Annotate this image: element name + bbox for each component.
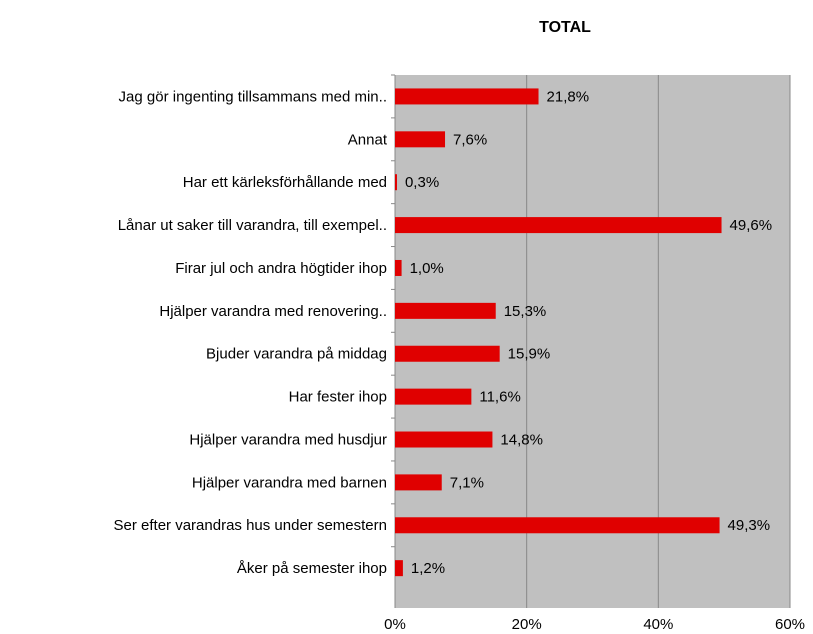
bar xyxy=(395,131,446,148)
y-tick-label: Hjälper varandra med husdjur xyxy=(189,431,387,448)
data-label: 15,3% xyxy=(504,303,547,320)
bar xyxy=(395,345,500,362)
data-label: 0,3% xyxy=(405,174,439,191)
data-label: 21,8% xyxy=(547,88,590,105)
bar xyxy=(395,517,720,534)
bar xyxy=(395,174,397,191)
y-tick-label: Har ett kärleksförhållande med xyxy=(183,174,387,191)
y-tick-label: Åker på semester ihop xyxy=(237,560,387,577)
y-tick-label: Annat xyxy=(348,131,388,148)
data-label: 14,8% xyxy=(500,431,543,448)
bar xyxy=(395,302,496,319)
bar xyxy=(395,474,442,491)
x-tick-label: 0% xyxy=(384,616,406,633)
x-tick-label: 40% xyxy=(643,616,673,633)
data-label: 1,0% xyxy=(410,260,444,277)
data-label: 49,6% xyxy=(730,217,773,234)
x-tick-label: 60% xyxy=(775,616,805,633)
y-tick-label: Hjälper varandra med barnen xyxy=(192,474,387,491)
data-label: 11,6% xyxy=(479,389,520,406)
bar xyxy=(395,560,403,577)
data-label: 15,9% xyxy=(508,346,551,363)
y-tick-label: Har fester ihop xyxy=(289,389,387,406)
y-tick-label: Bjuder varandra på middag xyxy=(206,346,387,363)
data-label: 7,1% xyxy=(450,474,484,491)
data-label: 49,3% xyxy=(728,517,771,534)
bar xyxy=(395,259,402,276)
x-tick-label: 20% xyxy=(512,616,542,633)
data-label: 7,6% xyxy=(453,131,487,148)
y-tick-label: Jag gör ingenting tillsammans med min.. xyxy=(119,88,387,105)
bar xyxy=(395,88,539,105)
bar xyxy=(395,388,472,405)
y-tick-label: Hjälper varandra med renovering.. xyxy=(159,303,387,320)
y-tick-label: Firar jul och andra högtider ihop xyxy=(175,260,387,277)
y-tick-label: Lånar ut saker till varandra, till exemp… xyxy=(118,217,387,234)
bar xyxy=(395,217,722,234)
y-tick-label: Ser efter varandras hus under semestern xyxy=(114,517,387,534)
data-label: 1,2% xyxy=(411,560,445,577)
chart-title: TOTAL xyxy=(539,19,591,36)
bar xyxy=(395,431,493,448)
